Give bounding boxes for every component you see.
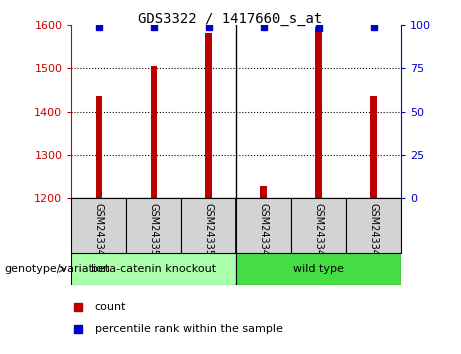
Text: genotype/variation: genotype/variation xyxy=(5,264,111,274)
Bar xyxy=(291,198,346,253)
Bar xyxy=(206,33,212,198)
Text: GSM243346: GSM243346 xyxy=(259,202,269,262)
Bar xyxy=(236,253,401,285)
Text: percentile rank within the sample: percentile rank within the sample xyxy=(95,324,283,335)
Bar xyxy=(95,96,102,198)
Bar xyxy=(236,198,291,253)
Bar xyxy=(71,198,126,253)
Bar xyxy=(126,198,181,253)
Text: wild type: wild type xyxy=(293,264,344,274)
Bar xyxy=(181,198,236,253)
Text: GSM243351: GSM243351 xyxy=(204,202,214,262)
Bar xyxy=(260,186,267,198)
Bar xyxy=(71,253,236,285)
Text: count: count xyxy=(95,302,126,313)
Text: GSM243347: GSM243347 xyxy=(313,202,324,262)
Text: GSM243349: GSM243349 xyxy=(94,202,104,262)
Text: GDS3322 / 1417660_s_at: GDS3322 / 1417660_s_at xyxy=(138,12,323,27)
Text: beta-catenin knockout: beta-catenin knockout xyxy=(91,264,216,274)
Bar xyxy=(346,198,401,253)
Bar xyxy=(151,66,157,198)
Text: GSM243350: GSM243350 xyxy=(149,202,159,262)
Bar xyxy=(315,27,322,198)
Text: GSM243348: GSM243348 xyxy=(369,202,378,262)
Bar xyxy=(370,96,377,198)
